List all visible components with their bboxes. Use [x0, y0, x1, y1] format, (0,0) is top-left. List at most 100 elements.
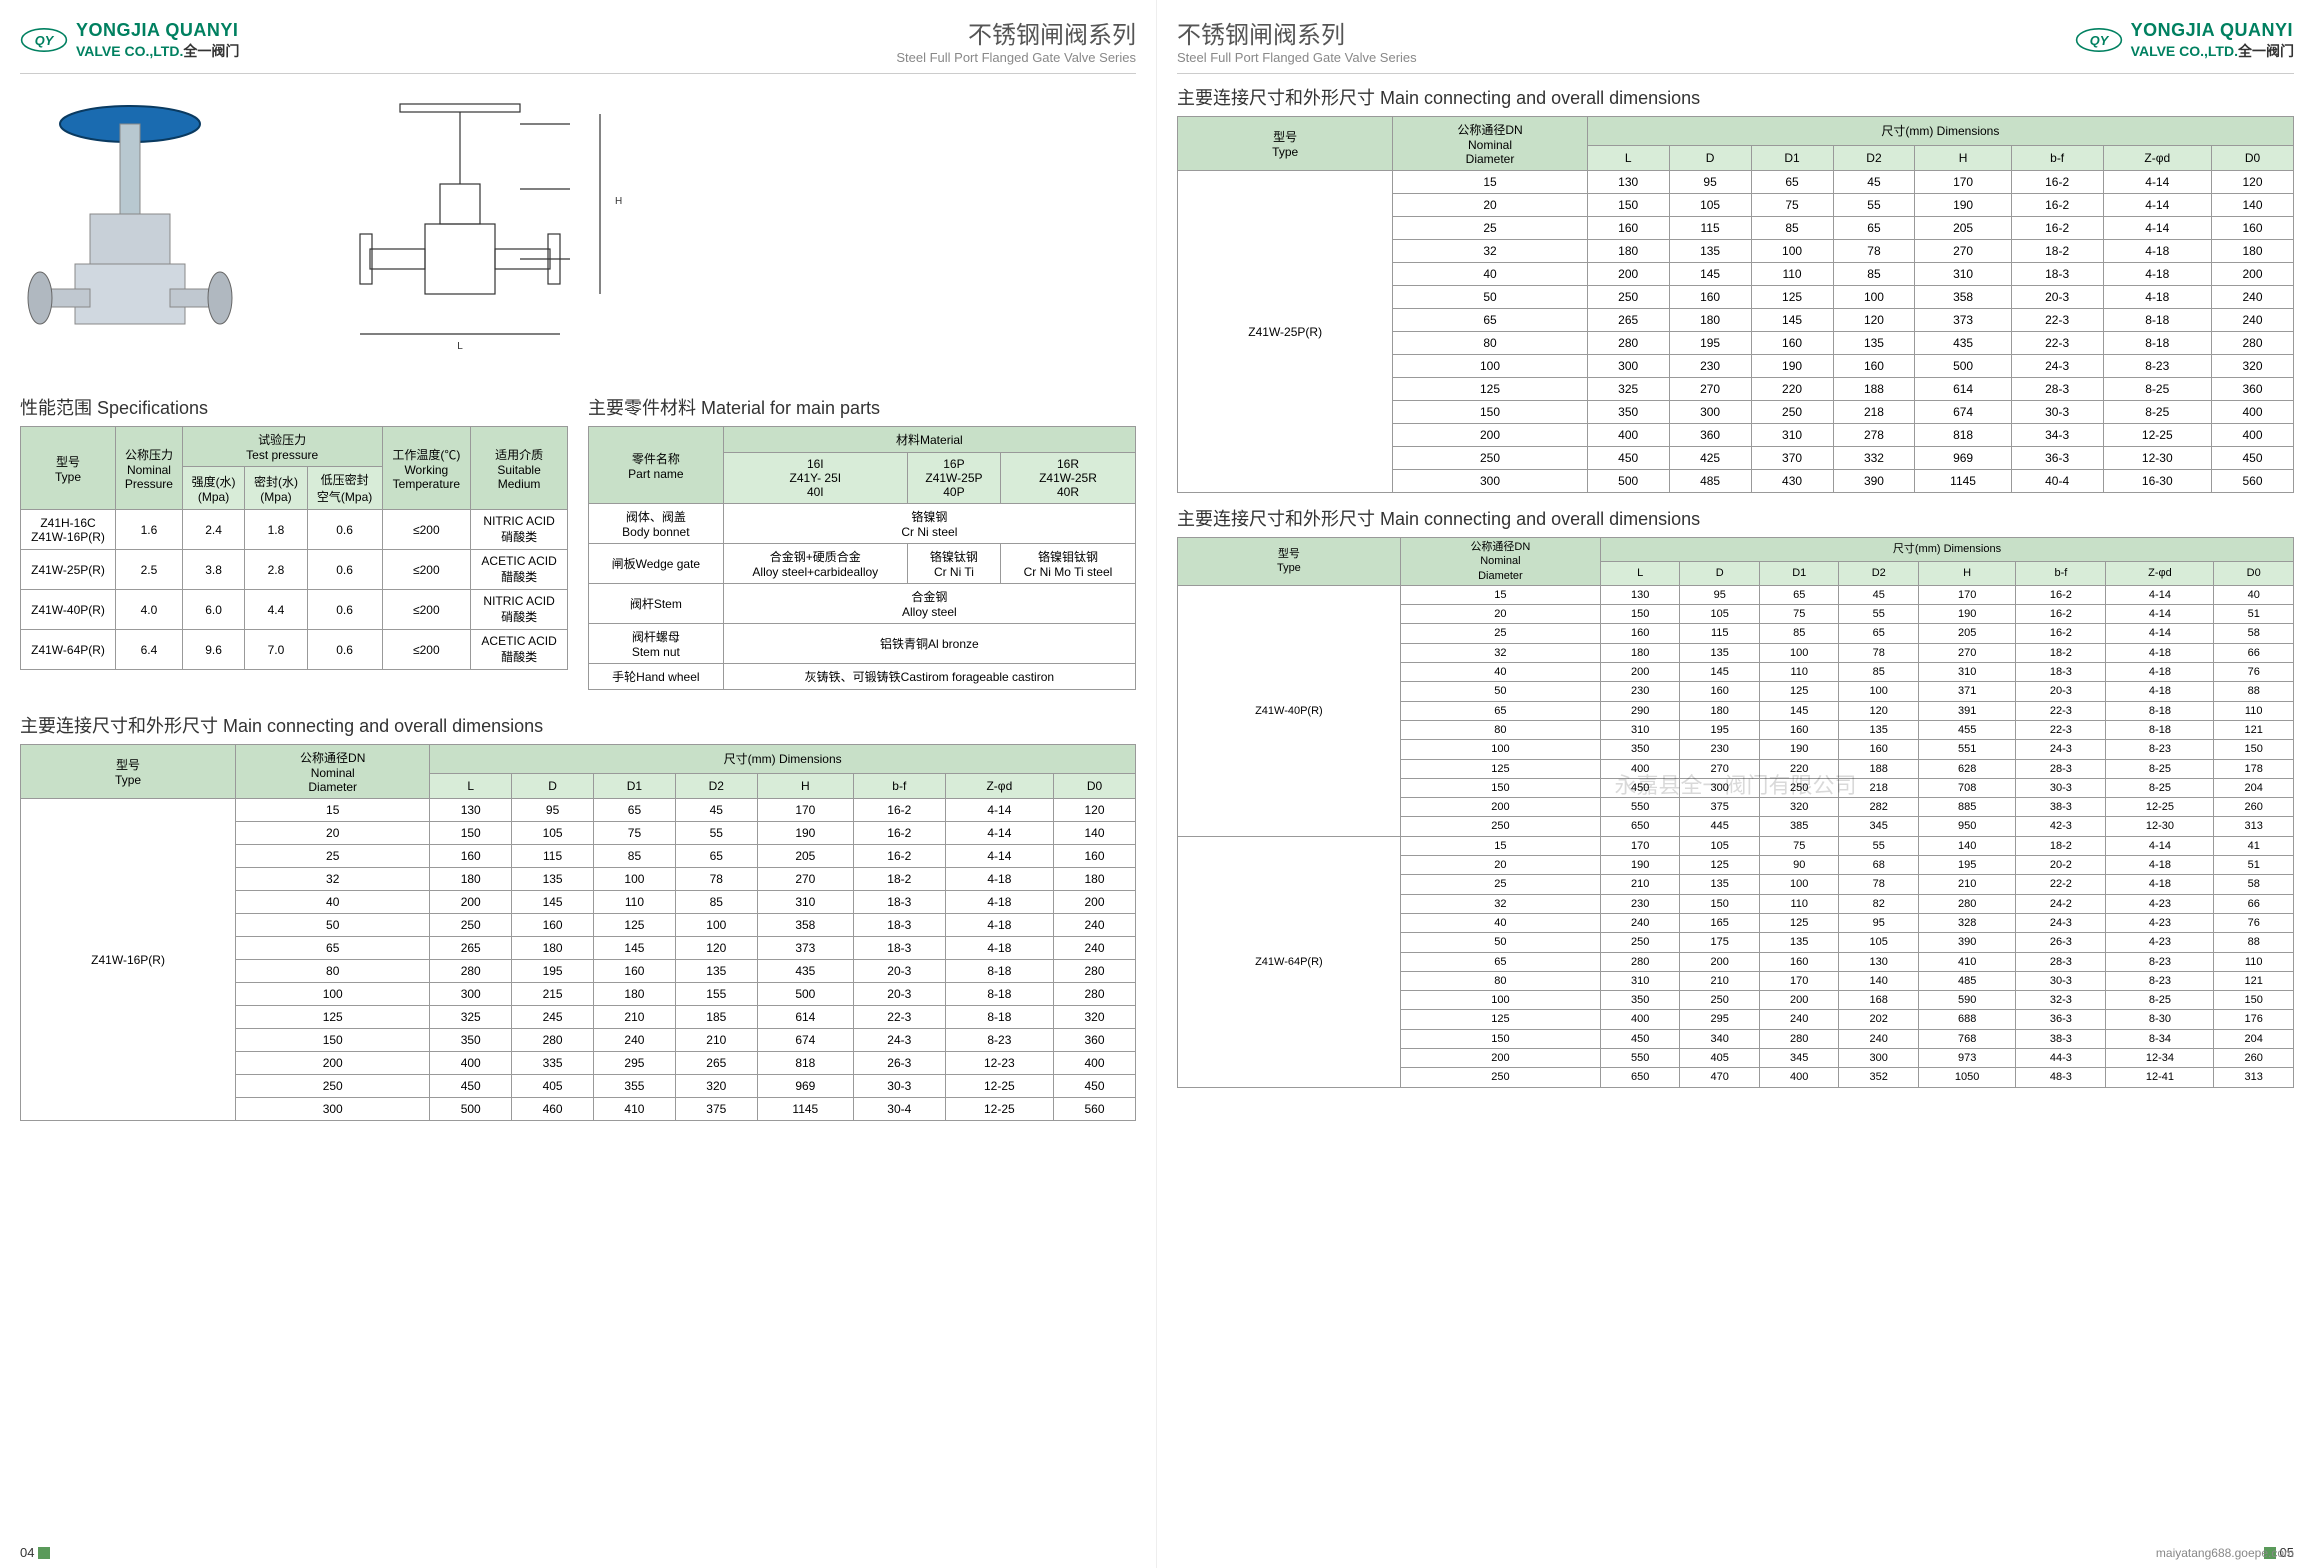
header-right: QY YONGJIA QUANYI VALVE CO.,LTD.全一阀门 不锈钢… [1177, 15, 2294, 74]
dim-cell: 410 [594, 1098, 676, 1121]
dim-cell: 34-3 [2011, 424, 2103, 447]
dim-cell: 32 [1393, 240, 1587, 263]
dim-cell: 18-2 [2011, 240, 2103, 263]
dim-cell: 8-25 [2106, 778, 2214, 797]
spec-cell: 6.4 [116, 630, 183, 670]
page-mark [38, 1547, 50, 1559]
dim-row: Z41W-40P(R)1513095654517016-24-1440 [1178, 585, 2294, 604]
dim-cell: 24-2 [2016, 894, 2106, 913]
dim-cell: 40 [236, 891, 430, 914]
dim-cell: 42-3 [2016, 817, 2106, 836]
dim-cell: 8-18 [2103, 332, 2211, 355]
dim-cell: 250 [1400, 1068, 1600, 1087]
dim-cell: 295 [594, 1052, 676, 1075]
dim-cell: 12-23 [945, 1052, 1053, 1075]
dim-cell: 28-3 [2011, 378, 2103, 401]
dim-cell: 30-3 [2011, 401, 2103, 424]
dim-cell: 20 [1393, 194, 1587, 217]
dim-cell: 55 [1839, 836, 1919, 855]
dim-cell: 45 [1839, 585, 1919, 604]
valve-photo [20, 94, 240, 354]
dim-cell: 210 [1918, 875, 2015, 894]
dim-cell: 270 [1918, 643, 2015, 662]
dim-cell: 168 [1839, 991, 1919, 1010]
dim-cell: 265 [675, 1052, 757, 1075]
dim-cell: 200 [1400, 798, 1600, 817]
dim-cell: 4-14 [2103, 217, 2211, 240]
spec-cell: ACETIC ACID醋酸类 [471, 550, 568, 590]
dim-cell: 38-3 [2016, 798, 2106, 817]
dim-cell: 160 [1759, 720, 1839, 739]
dim-cell: 20 [236, 822, 430, 845]
dim-cell: 350 [1587, 401, 1669, 424]
dim-cell: 245 [512, 1006, 594, 1029]
dim-cell: 202 [1839, 1010, 1919, 1029]
dim-cell: 190 [1918, 605, 2015, 624]
dim-cell: 135 [512, 868, 594, 891]
footer-text: maiyatang688.goepe.com [2156, 1546, 2294, 1560]
dim-cell: 328 [1918, 913, 2015, 932]
dim-cell: 30-3 [2016, 778, 2106, 797]
dim-cell: 768 [1918, 1029, 2015, 1048]
dim-cell: 16-2 [853, 799, 945, 822]
dim-cell: 4-18 [2106, 643, 2214, 662]
dim-cell: 973 [1918, 1049, 2015, 1068]
spec-row: Z41W-40P(R)4.06.04.40.6≤200NITRIC ACID硝酸… [21, 590, 568, 630]
dim-cell: 4-14 [2106, 624, 2214, 643]
dim-cell: 85 [1759, 624, 1839, 643]
dim-cell: 32 [1400, 894, 1600, 913]
dim-cell: 12-25 [945, 1098, 1053, 1121]
dim-cell: 80 [1393, 332, 1587, 355]
dim-cell: 4-14 [2103, 194, 2211, 217]
dim-cell: 435 [757, 960, 853, 983]
spec-cell: ≤200 [382, 550, 471, 590]
dim-cell: 350 [430, 1029, 512, 1052]
th-col: Z-φd [945, 773, 1053, 798]
dim-cell: 140 [1839, 971, 1919, 990]
dim-cell: 105 [1669, 194, 1751, 217]
dim-cell: 95 [1680, 585, 1760, 604]
th-col: D1 [1751, 145, 1833, 170]
mat-cell: 铬镍钼钛钢Cr Ni Mo Ti steel [1000, 544, 1135, 584]
dim-cell: 22-3 [2011, 309, 2103, 332]
dim-cell: 18-3 [853, 891, 945, 914]
dim-cell: 210 [1600, 875, 1680, 894]
dim-cell: 250 [1759, 778, 1839, 797]
th-col: L [1587, 145, 1669, 170]
dim-cell: 68 [1839, 856, 1919, 875]
dim-cell: 66 [2214, 894, 2294, 913]
dim-cell: 160 [1669, 286, 1751, 309]
dim-cell: 8-25 [2106, 759, 2214, 778]
dim-cell: 25 [236, 845, 430, 868]
dim-cell: 18-2 [2016, 836, 2106, 855]
dim-cell: 160 [430, 845, 512, 868]
dim-cell: 135 [1839, 720, 1919, 739]
dim-cell: 22-3 [2011, 332, 2103, 355]
dim-cell: 290 [1600, 701, 1680, 720]
dim-cell: 385 [1759, 817, 1839, 836]
dim-cell: 50 [1400, 682, 1600, 701]
dim-cell: 160 [1833, 355, 1915, 378]
dim-cell: 36-3 [2016, 1010, 2106, 1029]
dim-row: Z41W-16P(R)1513095654517016-24-14120 [21, 799, 1136, 822]
dim-cell: 200 [1680, 952, 1760, 971]
dim-cell: 180 [1054, 868, 1136, 891]
dim-cell: 150 [236, 1029, 430, 1052]
dim-cell: 240 [594, 1029, 676, 1052]
logo-mark-r: QY [2075, 24, 2123, 56]
dim-cell: 4-18 [2103, 240, 2211, 263]
dim-cell: 120 [1839, 701, 1919, 720]
dim-table-25p: 型号Type公称通径DNNominalDiameter尺寸(mm) Dimens… [1177, 116, 2294, 493]
dim-cell: 180 [430, 868, 512, 891]
dim-cell: 4-18 [2106, 875, 2214, 894]
dim-cell: 115 [1680, 624, 1760, 643]
dim-cell: 400 [1759, 1068, 1839, 1087]
dim-cell: 280 [512, 1029, 594, 1052]
dim-cell: 325 [1587, 378, 1669, 401]
dim-cell: 204 [2214, 778, 2294, 797]
series-title-cn-r: 不锈钢闸阀系列 [1177, 15, 1417, 50]
company-en-r: YONGJIA QUANYI [2131, 20, 2294, 41]
th-nominal: 公称压力NominalPressure [116, 427, 183, 510]
left-page: QY YONGJIA QUANYI VALVE CO.,LTD.全一阀门 不锈钢… [0, 0, 1157, 1568]
dim-cell: 140 [1918, 836, 2015, 855]
